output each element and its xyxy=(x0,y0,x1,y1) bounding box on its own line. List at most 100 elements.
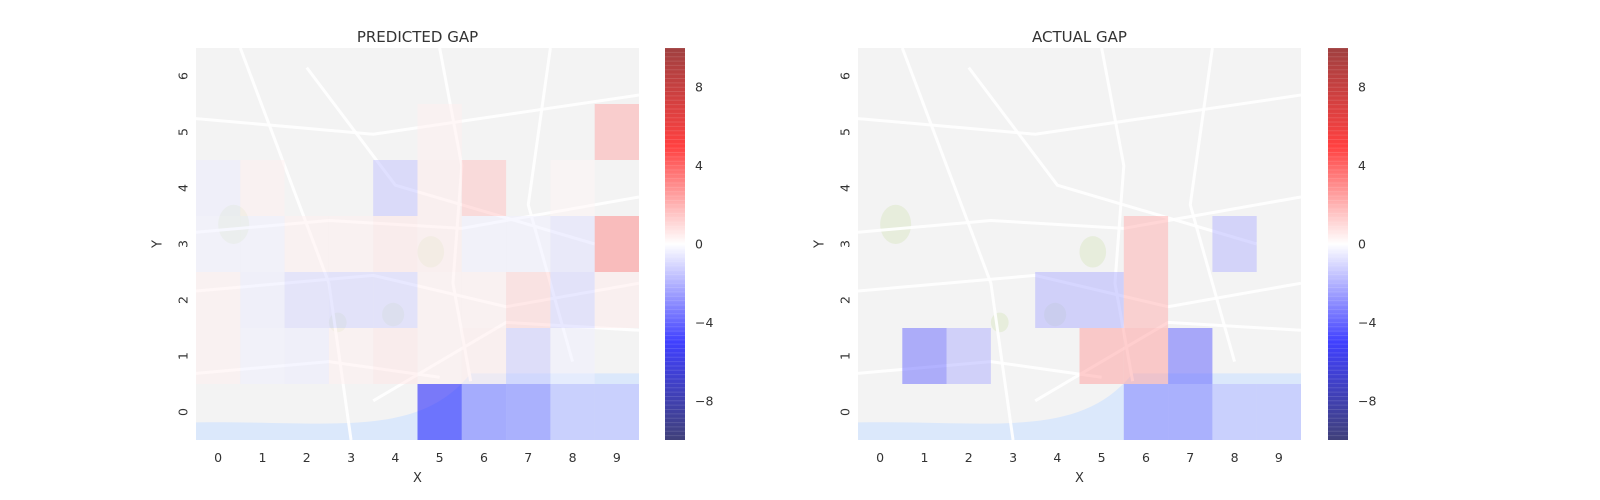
y-tick-label: 1 xyxy=(838,352,853,360)
heatmap-cell-x5-y1 xyxy=(417,328,462,384)
heatmap-cell-x4-y3 xyxy=(373,216,418,272)
heatmap-cell-x2-y1 xyxy=(946,328,991,384)
y-tick-label: 5 xyxy=(176,128,191,136)
heatmap-cell-x1-y1 xyxy=(902,328,947,384)
y-tick-label: 2 xyxy=(176,296,191,304)
heatmap-cell-x5-y5 xyxy=(417,104,462,160)
chart-title: ACTUAL GAP xyxy=(1032,28,1127,46)
heatmap-cells xyxy=(196,104,639,440)
heatmap-cell-x4-y4 xyxy=(373,160,418,216)
heatmap-cell-x7-y3 xyxy=(506,216,551,272)
heatmap-cell-x2-y1 xyxy=(284,328,329,384)
heatmap-cell-x0-y4 xyxy=(196,160,241,216)
x-tick-label: 4 xyxy=(1053,450,1061,465)
heatmap-cell-x6-y2 xyxy=(461,272,507,328)
x-tick-label: 3 xyxy=(1009,450,1017,465)
heatmap-cell-x3-y1 xyxy=(328,328,374,384)
y-axis-label: Y xyxy=(813,240,828,249)
heatmap-cell-x5-y4 xyxy=(417,160,462,216)
heatmap-cell-x9-y5 xyxy=(594,104,639,160)
colorbar-tick-label: −4 xyxy=(1358,315,1376,330)
heatmap-cell-x0-y3 xyxy=(196,216,241,272)
x-tick-label: 0 xyxy=(876,450,884,465)
colorbar-tick-label: 0 xyxy=(695,237,703,252)
x-tick-label: 9 xyxy=(1275,450,1283,465)
x-axis-label: X xyxy=(1075,471,1084,486)
x-tick-label: 7 xyxy=(1186,450,1194,465)
heatmap-cell-x1-y2 xyxy=(240,272,285,328)
heatmap-cell-x9-y3 xyxy=(594,216,639,272)
x-axis-label: X xyxy=(413,471,422,486)
x-tick-label: 8 xyxy=(1231,450,1239,465)
colorbar-gradient xyxy=(665,48,685,440)
x-tick-label: 5 xyxy=(1098,450,1106,465)
colorbar-tick-label: −4 xyxy=(695,315,713,330)
colorbar-tick-label: 8 xyxy=(1358,80,1366,95)
x-tick-label: 2 xyxy=(303,450,311,465)
y-tick-label: 3 xyxy=(838,240,853,248)
heatmap-cell-x6-y0 xyxy=(461,384,507,440)
heatmap-cell-x6-y0 xyxy=(1123,384,1169,440)
heatmap-cell-x2-y2 xyxy=(284,272,329,328)
heatmap-cell-x8-y2 xyxy=(550,272,595,328)
predicted-gap-panel: PREDICTED GAP 0 1 2 3 4 5 6 7 8 9 0 1 2 3 4 5 6 X Y −8 −4 0 4 8 xyxy=(151,28,714,486)
x-tick-label: 2 xyxy=(965,450,973,465)
heatmap-cell-x9-y0 xyxy=(594,384,639,440)
heatmap-cell-x7-y0 xyxy=(506,384,551,440)
heatmap-cell-x0-y1 xyxy=(196,328,241,384)
y-tick-label: 2 xyxy=(838,296,853,304)
x-tick-label: 6 xyxy=(1142,450,1150,465)
y-tick-label: 5 xyxy=(838,128,853,136)
x-tick-label: 0 xyxy=(214,450,222,465)
heatmap-cell-x8-y3 xyxy=(550,216,595,272)
x-tick-label: 1 xyxy=(920,450,928,465)
y-tick-label: 6 xyxy=(838,72,853,80)
heatmap-cell-x7-y1 xyxy=(506,328,551,384)
heatmap-cell-x5-y2 xyxy=(417,272,462,328)
heatmap-cell-x4-y2 xyxy=(373,272,418,328)
colorbar-tick-label: 4 xyxy=(695,158,703,173)
heatmap-cell-x6-y2 xyxy=(1123,272,1169,328)
x-tick-label: 8 xyxy=(569,450,577,465)
heatmap-cell-x6-y3 xyxy=(461,216,507,272)
heatmap-cell-x1-y3 xyxy=(240,216,285,272)
heatmap-cell-x2-y3 xyxy=(284,216,329,272)
heatmap-cell-x7-y1 xyxy=(1168,328,1213,384)
heatmap-cell-x8-y1 xyxy=(550,328,595,384)
heatmap-cell-x0-y2 xyxy=(196,272,241,328)
x-tick-label: 6 xyxy=(480,450,488,465)
heatmap-cell-x8-y0 xyxy=(1212,384,1257,440)
x-tick-label: 4 xyxy=(391,450,399,465)
heatmap-cell-x6-y3 xyxy=(1123,216,1169,272)
heatmap-cell-x6-y1 xyxy=(1123,328,1169,384)
x-tick-label: 3 xyxy=(347,450,355,465)
heatmap-cell-x6-y1 xyxy=(461,328,507,384)
heatmap-cell-x5-y0 xyxy=(417,384,462,440)
heatmap-cell-x9-y2 xyxy=(594,272,639,328)
colorbar-tick-label: 8 xyxy=(695,80,703,95)
x-tick-label: 9 xyxy=(613,450,621,465)
colorbar-tick-label: 4 xyxy=(1358,158,1366,173)
y-tick-label: 4 xyxy=(838,184,853,192)
heatmap-cells xyxy=(902,216,1301,440)
y-tick-label: 6 xyxy=(176,72,191,80)
colorbar-tick-label: 0 xyxy=(1358,237,1366,252)
colorbar: −8 −4 0 4 8 xyxy=(665,47,713,440)
colorbar-gradient xyxy=(1328,48,1348,440)
heatmap-cell-x7-y2 xyxy=(506,272,551,328)
heatmap-cell-x6-y4 xyxy=(461,160,507,216)
chart-title: PREDICTED GAP xyxy=(357,28,478,46)
heatmap-cell-x1-y1 xyxy=(240,328,285,384)
heatmap-cell-x3-y2 xyxy=(328,272,374,328)
actual-gap-panel: ACTUAL GAP 0 1 2 3 4 5 6 7 8 9 0 1 2 3 4 5 6 X Y −8 −4 0 4 8 xyxy=(813,28,1377,486)
heatmap-cell-x5-y3 xyxy=(417,216,462,272)
heatmap-cell-x4-y2 xyxy=(1035,272,1080,328)
x-tick-label: 1 xyxy=(258,450,266,465)
y-axis-label: Y xyxy=(151,240,166,249)
x-tick-label: 5 xyxy=(436,450,444,465)
y-tick-label: 0 xyxy=(838,408,853,416)
heatmap-cell-x1-y4 xyxy=(240,160,285,216)
y-tick-label: 3 xyxy=(176,240,191,248)
heatmap-cell-x5-y1 xyxy=(1079,328,1124,384)
